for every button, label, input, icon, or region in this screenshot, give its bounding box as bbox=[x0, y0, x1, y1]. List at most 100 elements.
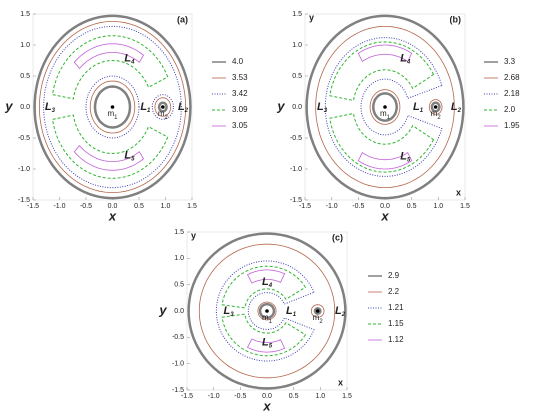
legend-label: 1.21 bbox=[388, 303, 404, 312]
mass-label-sub: 1 bbox=[114, 115, 118, 121]
contour-line bbox=[187, 232, 347, 390]
panel-label: (c) bbox=[332, 232, 343, 242]
lagrange-label-sub: 1 bbox=[147, 108, 151, 114]
y-tick-label: -1.5 bbox=[172, 387, 184, 394]
y-tick-label: -0.5 bbox=[172, 334, 184, 341]
mass-label-text: m bbox=[380, 109, 387, 118]
lagrange-label: L5 bbox=[400, 151, 411, 164]
x-tick-label: -0.5 bbox=[352, 203, 364, 210]
contour-line bbox=[357, 44, 413, 170]
lagrange-label-sub: 3 bbox=[324, 108, 328, 114]
contour-line bbox=[73, 43, 145, 171]
lagrange-label-text: L bbox=[262, 276, 269, 288]
x-tick-label: -1.0 bbox=[326, 203, 338, 210]
x-tick-label: 0.5 bbox=[289, 393, 299, 400]
y-tick-label: -1.0 bbox=[172, 361, 184, 368]
y-tick-label: 0.0 bbox=[20, 104, 30, 111]
lagrange-label-sub: 1 bbox=[420, 108, 424, 114]
lagrange-label-sub: 5 bbox=[269, 343, 273, 349]
lagrange-label: L2 bbox=[178, 101, 189, 114]
lagrange-label: L1 bbox=[413, 101, 424, 114]
y-tick-label: 1.0 bbox=[292, 42, 302, 49]
legend-label: 2.0 bbox=[504, 105, 516, 114]
lagrange-label-text: L bbox=[45, 101, 52, 113]
legend-label: 2.2 bbox=[388, 287, 400, 296]
y-tick-label: 0.0 bbox=[174, 308, 184, 315]
mass-point bbox=[265, 309, 269, 313]
contour-line bbox=[324, 37, 443, 177]
mass-label: m2 bbox=[431, 109, 442, 120]
legend-label: 3.53 bbox=[232, 73, 248, 82]
y-axis-label: y bbox=[4, 98, 13, 113]
mass-label-text: m bbox=[262, 313, 269, 322]
mass-label: m1 bbox=[380, 109, 391, 120]
lagrange-label-text: L bbox=[451, 101, 458, 113]
mass-label-text: m bbox=[158, 109, 165, 118]
y-tick-label: 1.5 bbox=[174, 229, 184, 236]
legend-label: 3.05 bbox=[232, 121, 248, 130]
mass-label: m1 bbox=[262, 313, 273, 324]
lagrange-label-sub: 4 bbox=[130, 59, 135, 65]
mass-label-text: m bbox=[313, 313, 320, 322]
contour-line bbox=[51, 35, 169, 179]
mass-label-sub: 2 bbox=[437, 115, 441, 121]
x-tick-label: -1.0 bbox=[208, 393, 220, 400]
lagrange-label-text: L bbox=[413, 101, 420, 113]
x-tick-label: 0.0 bbox=[262, 393, 272, 400]
x-tick-label: -0.5 bbox=[80, 203, 92, 210]
contour-line bbox=[38, 21, 187, 193]
contour-line bbox=[305, 14, 465, 200]
inner-x-label: x bbox=[456, 187, 461, 197]
mass-label-text: m bbox=[431, 109, 438, 118]
lagrange-label: L3 bbox=[317, 101, 328, 114]
lagrange-label-sub: 3 bbox=[230, 312, 234, 318]
y-tick-label: 0.5 bbox=[174, 282, 184, 289]
x-tick-label: 1.5 bbox=[187, 203, 197, 210]
lagrange-label: L3 bbox=[224, 305, 235, 318]
y-tick-label: -1.5 bbox=[18, 197, 30, 204]
x-tick-label: 1.0 bbox=[161, 203, 171, 210]
legend-label: 4.0 bbox=[232, 57, 244, 66]
panel-label: (a) bbox=[177, 14, 188, 24]
lagrange-label-text: L bbox=[178, 101, 185, 113]
mass-point bbox=[433, 105, 438, 109]
x-tick-label: 0.5 bbox=[134, 203, 144, 210]
y-tick-label: 1.0 bbox=[20, 42, 30, 49]
contour-line bbox=[221, 265, 307, 357]
mass-label-sub: 1 bbox=[387, 115, 391, 121]
x-tick-label: 1.0 bbox=[433, 203, 443, 210]
mass-label: m2 bbox=[313, 313, 324, 324]
x-tick-label: -0.5 bbox=[234, 393, 246, 400]
y-tick-label: -0.5 bbox=[290, 135, 302, 142]
lagrange-label-sub: 4 bbox=[268, 283, 273, 289]
y-tick-label: 1.0 bbox=[174, 255, 184, 262]
lagrange-label-sub: 2 bbox=[341, 312, 346, 318]
mass-point bbox=[161, 105, 165, 109]
lagrange-label-sub: 2 bbox=[457, 108, 462, 114]
x-tick-label: -1.5 bbox=[27, 203, 39, 210]
x-tick-label: 0.0 bbox=[380, 203, 390, 210]
legend-label: 1.95 bbox=[504, 121, 520, 130]
legend-label: 2.9 bbox=[388, 271, 400, 280]
lagrange-label: L1 bbox=[140, 101, 151, 114]
lagrange-label-text: L bbox=[400, 151, 407, 163]
lagrange-label: L2 bbox=[335, 305, 346, 318]
y-tick-label: -1.0 bbox=[290, 166, 302, 173]
legend-label: 2.68 bbox=[504, 73, 520, 82]
lagrange-label-text: L bbox=[262, 337, 269, 349]
mass-label: m2 bbox=[158, 109, 169, 120]
x-axis-label: x bbox=[108, 208, 117, 223]
lagrange-label: L4 bbox=[124, 53, 135, 66]
y-axis-label: y bbox=[276, 98, 285, 113]
legend-label: 1.15 bbox=[388, 319, 404, 328]
lagrange-label-sub: 2 bbox=[184, 108, 189, 114]
lagrange-label-text: L bbox=[140, 101, 147, 113]
x-tick-label: -1.5 bbox=[181, 393, 193, 400]
x-tick-label: 1.5 bbox=[342, 393, 352, 400]
y-tick-label: -1.5 bbox=[290, 197, 302, 204]
mass-label: m1 bbox=[107, 109, 118, 120]
x-tick-label: 1.0 bbox=[315, 393, 325, 400]
lagrange-label-text: L bbox=[400, 53, 407, 65]
y-tick-label: 0.5 bbox=[292, 73, 302, 80]
lagrange-label-sub: 1 bbox=[293, 312, 297, 318]
